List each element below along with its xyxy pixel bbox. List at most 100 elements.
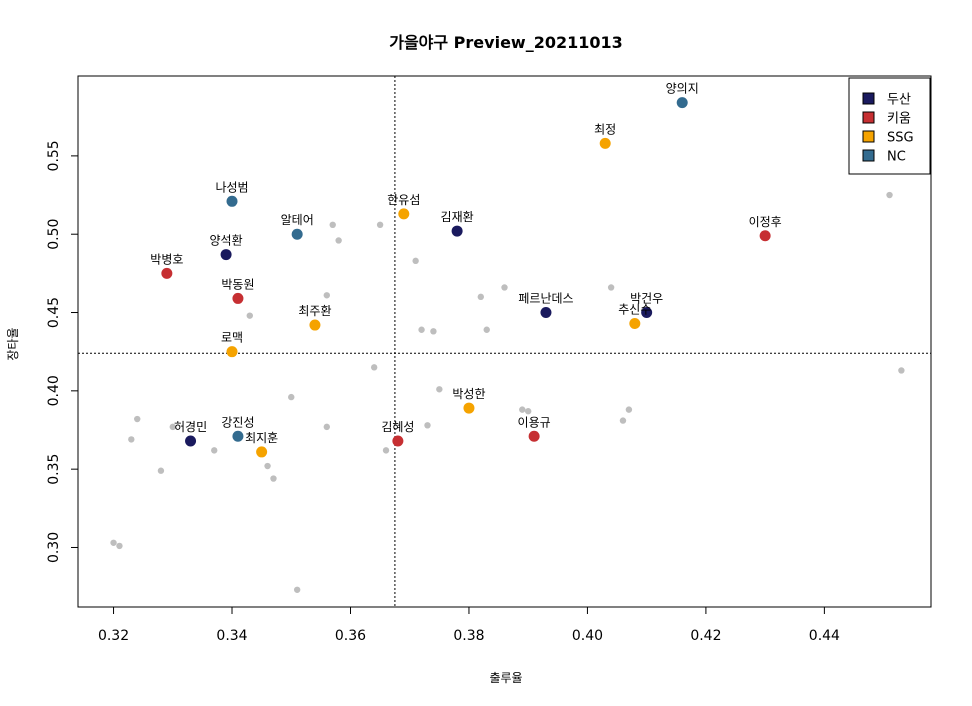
x-axis-label: 출루율: [489, 671, 522, 685]
x-tick-label: 0.32: [98, 628, 129, 644]
player-point: [641, 307, 653, 319]
legend-entry: NC: [887, 150, 906, 165]
y-tick-label: 0.35: [46, 454, 62, 485]
player-label: 알테어: [281, 213, 314, 227]
background-point: [293, 586, 301, 593]
y-tick-label: 0.30: [46, 532, 62, 563]
player-point: [291, 228, 303, 240]
player-label: 김혜성: [381, 420, 414, 434]
player-point: [220, 249, 232, 261]
player-point: [226, 346, 238, 358]
player-label: 이정후: [749, 215, 782, 229]
player-label: 최주환: [298, 304, 331, 318]
background-point: [382, 447, 390, 454]
background-point: [436, 386, 443, 393]
background-point: [376, 221, 384, 229]
background-point: [116, 542, 123, 550]
player-point: [759, 230, 771, 242]
player-point: [528, 430, 540, 442]
chart-title: 가을야구 Preview_20211013: [389, 33, 623, 52]
background-point: [157, 467, 165, 474]
background-point: [110, 539, 117, 546]
x-axis: 0.32 0.34 0.36 0.38 0.40 0.42 0.44: [98, 607, 840, 644]
player-label: 양의지: [666, 82, 699, 96]
background-point: [329, 221, 336, 229]
player-point: [392, 435, 404, 447]
player-label: 박동원: [221, 277, 254, 291]
player-label: 최지훈: [245, 431, 278, 445]
x-tick-label: 0.42: [690, 628, 721, 644]
legend-swatch: [862, 130, 875, 143]
player-point: [185, 435, 197, 447]
player-label: 김재환: [441, 210, 474, 224]
background-point: [424, 422, 431, 429]
x-tick-label: 0.36: [335, 628, 366, 644]
player-point: [629, 317, 641, 329]
background-point: [264, 462, 271, 470]
background-point: [418, 326, 425, 333]
player-point: [161, 267, 173, 279]
player-label: 이용규: [518, 415, 551, 429]
player-point: [232, 292, 244, 304]
player-point: [226, 195, 238, 207]
background-point: [524, 408, 532, 415]
player-label: 허경민: [174, 420, 207, 434]
y-tick-label: 0.40: [46, 375, 62, 406]
background-point: [270, 475, 277, 482]
background-point: [323, 423, 330, 431]
legend-swatch: [862, 111, 875, 124]
y-tick-label: 0.55: [46, 140, 62, 171]
player-point: [398, 208, 410, 220]
y-tick-label: 0.50: [46, 219, 62, 250]
y-axis: 0.30 0.35 0.40 0.45 0.50 0.55: [46, 140, 78, 563]
y-axis-label: 장타율: [6, 327, 20, 360]
legend-entry: 키움: [887, 112, 911, 127]
player-label: 양석환: [210, 234, 243, 248]
background-point: [483, 326, 490, 333]
background-point: [370, 364, 378, 371]
legend-entry: SSG: [887, 131, 914, 146]
background-point: [323, 292, 330, 299]
y-tick-label: 0.45: [46, 297, 62, 328]
player-point: [599, 137, 611, 149]
player-label: 페르난데스: [518, 292, 573, 306]
player-label: 최정: [594, 122, 616, 136]
player-point: [256, 446, 268, 458]
player-point: [451, 225, 463, 237]
background-point: [335, 237, 342, 244]
background-point: [246, 312, 253, 319]
player-label: 박병호: [150, 252, 183, 266]
player-label: 한유섬: [387, 193, 420, 207]
player-label: 나성범: [215, 180, 248, 194]
player-point: [676, 97, 688, 109]
background-point: [477, 293, 485, 301]
background-point: [169, 423, 176, 431]
player-label: 추신수: [618, 302, 651, 316]
background-point: [501, 284, 508, 291]
background-point: [128, 436, 135, 443]
background-point: [430, 328, 437, 335]
player-label: 강진성: [221, 415, 254, 429]
background-point: [211, 447, 218, 454]
background-point: [898, 367, 905, 374]
player-point: [540, 307, 552, 319]
player-point: [463, 402, 475, 414]
background-point: [288, 393, 295, 401]
background-point: [607, 284, 615, 291]
background-point: [619, 417, 627, 424]
x-tick-label: 0.34: [216, 628, 247, 644]
player-point: [232, 430, 244, 442]
player-point: [309, 319, 321, 331]
background-points: [110, 191, 905, 593]
highlighted-points: [161, 97, 771, 458]
legend-swatch: [862, 92, 875, 105]
x-tick-label: 0.44: [809, 628, 840, 644]
plot-frame: [77, 75, 932, 608]
background-point: [519, 406, 526, 413]
background-point: [886, 191, 893, 199]
x-tick-label: 0.40: [572, 628, 603, 644]
background-point: [134, 415, 141, 423]
background-point: [625, 406, 633, 413]
